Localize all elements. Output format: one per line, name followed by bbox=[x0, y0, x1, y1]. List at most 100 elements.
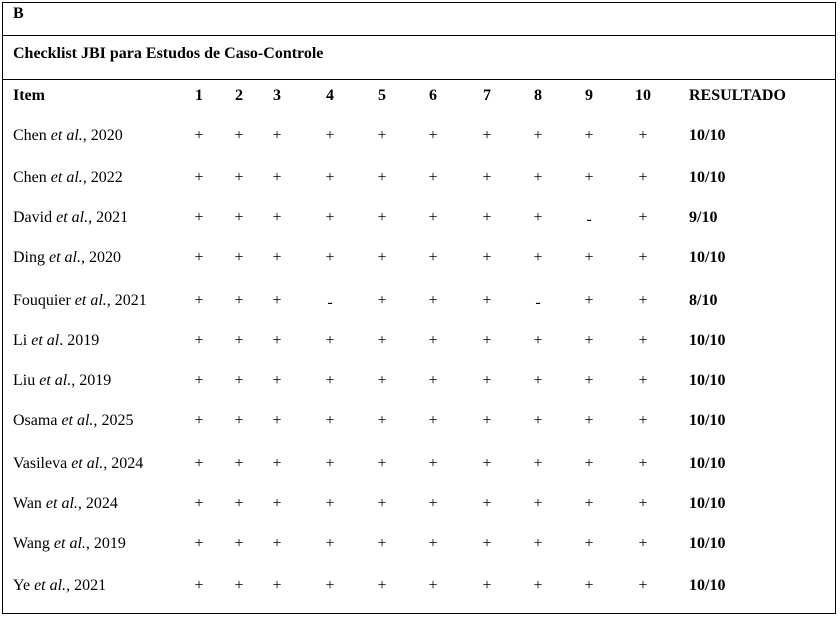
row-mark-col-6: + bbox=[428, 577, 438, 594]
row-author: Wang bbox=[13, 535, 50, 552]
row-mark-col-10: + bbox=[638, 249, 648, 266]
row-author: Vasileva bbox=[13, 455, 68, 472]
row-author: Li bbox=[13, 332, 28, 349]
row-mark-col-1: + bbox=[194, 209, 204, 226]
row-result: 10/10 bbox=[689, 249, 726, 266]
row-mark-col-8: + bbox=[533, 249, 543, 266]
row-mark-col-2: + bbox=[234, 209, 244, 226]
row-mark-col-4: - bbox=[327, 294, 333, 311]
row-mark-col-9: + bbox=[584, 127, 594, 144]
row-mark-col-3: + bbox=[272, 169, 282, 186]
divider-title bbox=[2, 79, 836, 80]
row-year: , 2021 bbox=[66, 577, 107, 594]
row-mark-col-4: + bbox=[325, 455, 335, 472]
row-mark-col-9: + bbox=[584, 332, 594, 349]
row-result: 10/10 bbox=[689, 577, 726, 594]
row-result: 8/10 bbox=[689, 292, 718, 309]
row-mark-col-10: + bbox=[638, 169, 648, 186]
row-mark-col-8: - bbox=[535, 294, 541, 311]
row-mark-col-1: + bbox=[194, 332, 204, 349]
row-mark-col-2: + bbox=[234, 455, 244, 472]
row-mark-col-10: + bbox=[638, 292, 648, 309]
row-mark-col-2: + bbox=[234, 332, 244, 349]
row-mark-col-6: + bbox=[428, 292, 438, 309]
row-mark-col-7: + bbox=[482, 127, 492, 144]
row-study: Fouquier et al., 2021 bbox=[13, 292, 147, 310]
row-mark-col-7: + bbox=[482, 169, 492, 186]
row-mark-col-7: + bbox=[482, 292, 492, 309]
row-mark-col-3: + bbox=[272, 249, 282, 266]
row-mark-col-6: + bbox=[428, 535, 438, 552]
header-col-7: 7 bbox=[483, 87, 491, 104]
row-author: Ye bbox=[13, 577, 31, 594]
header-col-1: 1 bbox=[195, 87, 203, 104]
row-mark-col-6: + bbox=[428, 372, 438, 389]
row-mark-col-7: + bbox=[482, 209, 492, 226]
row-mark-col-4: + bbox=[325, 209, 335, 226]
row-year: 2025 bbox=[97, 412, 134, 429]
row-mark-col-2: + bbox=[234, 292, 244, 309]
row-result: 10/10 bbox=[689, 332, 726, 349]
row-result: 10/10 bbox=[689, 372, 726, 389]
row-mark-col-5: + bbox=[377, 127, 387, 144]
row-mark-col-3: + bbox=[272, 535, 282, 552]
row-year: 2021 bbox=[110, 292, 147, 309]
row-mark-col-3: + bbox=[272, 577, 282, 594]
row-mark-col-5: + bbox=[377, 292, 387, 309]
header-col-3: 3 bbox=[273, 87, 281, 104]
row-mark-col-2: + bbox=[234, 169, 244, 186]
row-author: Chen bbox=[13, 169, 47, 186]
row-mark-col-10: + bbox=[638, 535, 648, 552]
row-mark-col-5: + bbox=[377, 412, 387, 429]
row-etal: et al. bbox=[50, 127, 83, 144]
row-etal: et al., bbox=[49, 249, 85, 266]
row-mark-col-1: + bbox=[194, 249, 204, 266]
row-mark-col-1: + bbox=[194, 292, 204, 309]
row-mark-col-3: + bbox=[272, 292, 282, 309]
row-mark-col-9: + bbox=[584, 455, 594, 472]
row-etal: et al. bbox=[34, 577, 67, 594]
row-mark-col-9: + bbox=[584, 169, 594, 186]
row-year: 2022 bbox=[86, 169, 123, 186]
row-mark-col-2: + bbox=[234, 127, 244, 144]
row-mark-col-7: + bbox=[482, 412, 492, 429]
row-mark-col-6: + bbox=[428, 455, 438, 472]
row-author: Chen bbox=[13, 127, 47, 144]
row-mark-col-8: + bbox=[533, 372, 543, 389]
row-mark-col-7: + bbox=[482, 372, 492, 389]
row-result: 10/10 bbox=[689, 169, 726, 186]
row-mark-col-3: + bbox=[272, 209, 282, 226]
row-study: Vasileva et al., 2024 bbox=[13, 455, 143, 473]
row-mark-col-5: + bbox=[377, 455, 387, 472]
row-mark-col-1: + bbox=[194, 127, 204, 144]
row-mark-col-7: + bbox=[482, 577, 492, 594]
header-col-4: 4 bbox=[326, 87, 334, 104]
header-col-6: 6 bbox=[429, 87, 437, 104]
row-author: Liu bbox=[13, 372, 36, 389]
row-author: Wan bbox=[13, 495, 42, 512]
row-result: 10/10 bbox=[689, 535, 726, 552]
row-study: Liu et al., 2019 bbox=[13, 372, 111, 390]
row-mark-col-9: + bbox=[584, 577, 594, 594]
row-mark-col-4: + bbox=[325, 535, 335, 552]
row-study: Li et al. 2019 bbox=[13, 332, 99, 350]
row-mark-col-1: + bbox=[194, 577, 204, 594]
row-result: 10/10 bbox=[689, 455, 726, 472]
row-mark-col-3: + bbox=[272, 332, 282, 349]
row-mark-col-10: + bbox=[638, 372, 648, 389]
row-mark-col-5: + bbox=[377, 249, 387, 266]
row-mark-col-7: + bbox=[482, 455, 492, 472]
row-result: 9/10 bbox=[689, 209, 718, 226]
row-mark-col-6: + bbox=[428, 412, 438, 429]
panel-label: B bbox=[13, 5, 24, 22]
row-mark-col-6: + bbox=[428, 249, 438, 266]
row-mark-col-1: + bbox=[194, 412, 204, 429]
row-mark-col-4: + bbox=[325, 332, 335, 349]
row-mark-col-3: + bbox=[272, 495, 282, 512]
row-mark-col-9: + bbox=[584, 372, 594, 389]
row-mark-col-3: + bbox=[272, 412, 282, 429]
row-mark-col-4: + bbox=[325, 495, 335, 512]
row-mark-col-3: + bbox=[272, 455, 282, 472]
row-mark-col-5: + bbox=[377, 209, 387, 226]
row-mark-col-2: + bbox=[234, 535, 244, 552]
